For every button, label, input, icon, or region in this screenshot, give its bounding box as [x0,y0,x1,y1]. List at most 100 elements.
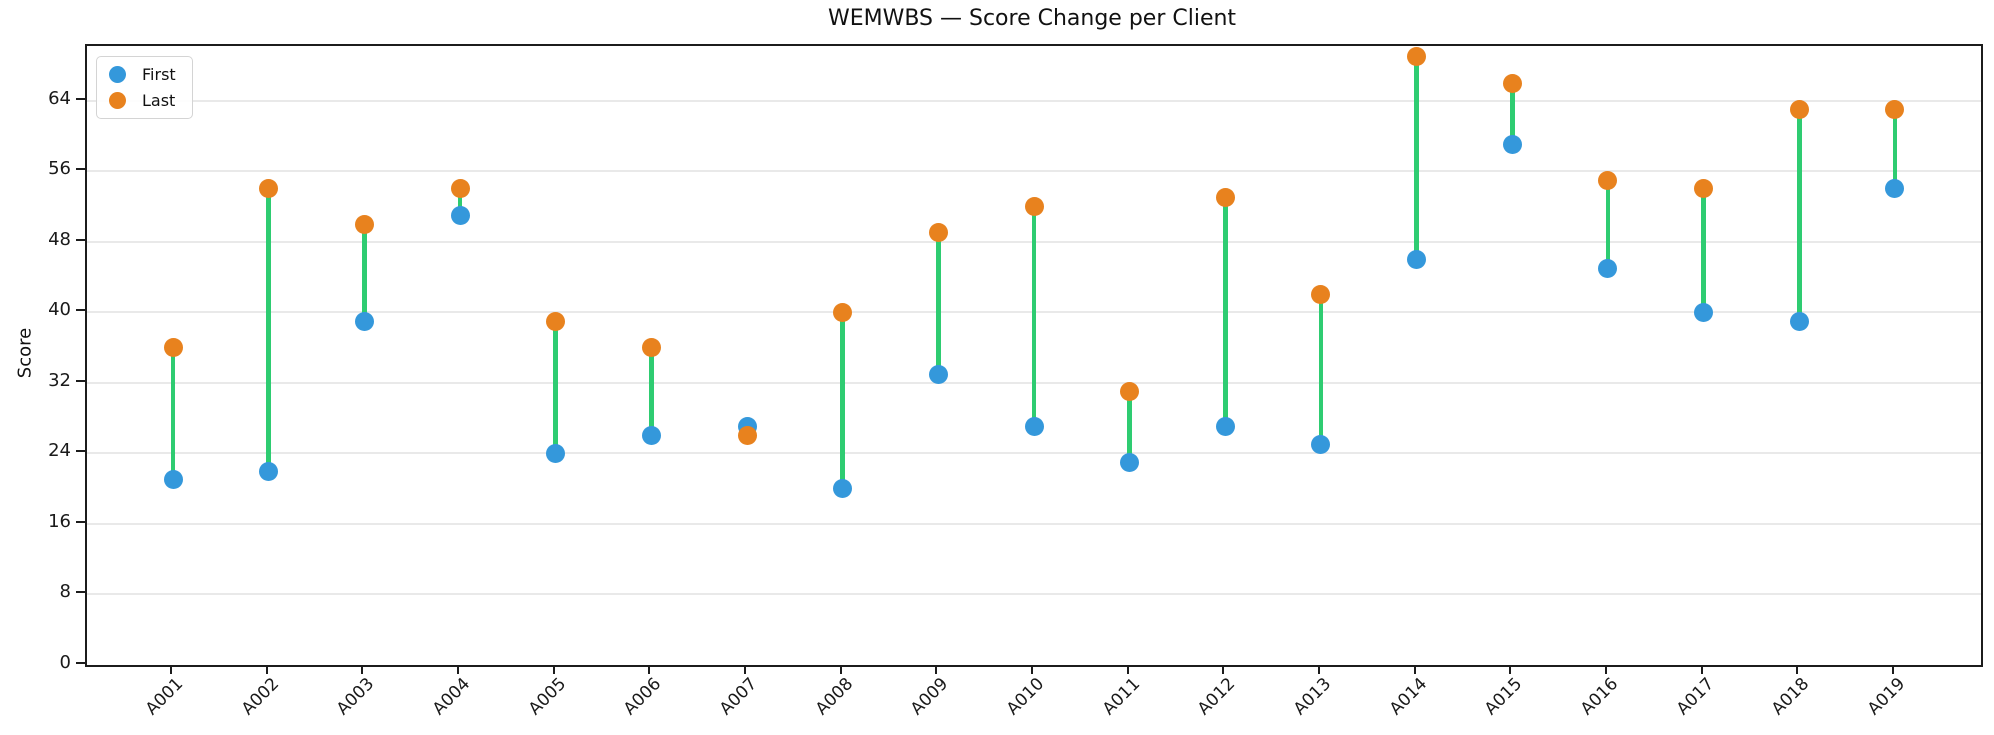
first-marker-icon [109,66,126,83]
first-marker [641,426,661,446]
first-marker [259,461,279,481]
legend-label-last: Last [142,90,176,110]
x-tick-label: A012 [1194,674,1240,720]
legend-label-first: First [142,64,176,84]
connector-line [1127,391,1132,463]
connector-line [1414,56,1419,260]
x-tick-mark [170,665,173,674]
last-marker [1215,188,1235,208]
x-tick-mark [1604,665,1607,674]
y-tick-mark [76,238,85,241]
legend: First Last [96,56,193,119]
last-marker [737,426,757,446]
y-tick-mark [76,591,85,594]
x-tick-mark [935,665,938,674]
x-tick-mark [265,665,268,674]
y-tick-mark [76,450,85,453]
x-tick-label: A011 [1098,674,1144,720]
plot-area [85,44,1983,667]
x-tick-label: A018 [1768,674,1814,720]
x-tick-mark [361,665,364,674]
last-marker-icon [109,92,126,109]
connector-line [362,224,367,322]
y-tick-label: 0 [59,652,71,673]
x-tick-mark [1031,665,1033,674]
x-tick-mark [1126,665,1129,674]
x-tick-mark [1413,665,1416,674]
x-tick-label: A017 [1672,674,1718,720]
last-marker [354,214,374,234]
x-tick-label: A015 [1481,674,1527,720]
first-marker [1502,135,1522,155]
gridline [87,170,1981,173]
x-tick-label: A001 [141,674,188,720]
last-marker [1598,170,1618,190]
x-tick-label: A007 [715,674,762,720]
last-marker [546,311,566,331]
last-marker [833,302,853,322]
x-tick-label: A004 [428,674,475,720]
y-tick-label: 64 [48,87,71,109]
x-tick-label: A013 [1289,674,1336,720]
x-tick-mark [1222,665,1225,674]
first-marker [1215,417,1235,437]
x-tick-label: A009 [907,674,953,720]
legend-item-first: First [109,66,176,83]
y-tick-mark [76,662,85,664]
y-tick-label: 24 [48,440,71,462]
first-marker [1885,179,1905,199]
x-tick-label: A010 [1002,674,1049,720]
connector-line [266,188,271,471]
connector-line [649,347,654,436]
connector-line [553,321,558,454]
y-tick-label: 16 [48,510,71,532]
first-marker [1024,417,1044,437]
x-tick-mark [1700,665,1703,674]
legend-item-last: Last [109,92,176,109]
connector-line [170,347,176,480]
y-tick-mark [76,379,85,382]
last-marker [450,179,470,199]
x-tick-mark [1891,665,1894,674]
last-marker [641,338,661,358]
first-marker [354,311,374,331]
x-tick-label: A005 [524,674,570,720]
last-marker [928,223,948,243]
connector-line [1605,180,1611,269]
x-tick-label: A019 [1863,674,1910,720]
first-marker [1407,249,1427,269]
last-marker [1407,47,1427,67]
y-axis-label: Score [14,327,36,379]
first-marker [833,479,853,499]
gridline [87,522,1981,525]
last-marker [1024,196,1044,216]
last-marker [163,338,183,358]
last-marker [1694,179,1714,199]
last-marker [1311,285,1331,305]
connector-line [840,312,845,489]
x-tick-mark [552,665,555,674]
connector-line [1510,83,1515,145]
y-tick-label: 32 [48,369,71,391]
x-tick-label: A016 [1576,674,1623,720]
connector-line [1797,109,1802,322]
connector-line [1223,197,1228,427]
x-tick-label: A014 [1385,674,1431,720]
first-marker [1789,311,1809,331]
connector-line [457,188,463,216]
x-tick-mark [457,665,460,674]
y-tick-mark [76,168,85,171]
y-tick-label: 40 [48,299,71,321]
connector-line [1318,294,1324,445]
x-tick-label: A003 [333,674,379,720]
first-marker [1598,258,1618,278]
first-marker [546,443,566,463]
first-marker [450,205,470,225]
last-marker [1885,99,1905,119]
last-marker [259,179,279,199]
connector-line [1892,109,1898,189]
x-tick-label: A006 [620,674,666,720]
x-tick-label: A002 [237,674,283,720]
y-tick-label: 56 [48,158,71,180]
connector-line [1031,206,1037,427]
